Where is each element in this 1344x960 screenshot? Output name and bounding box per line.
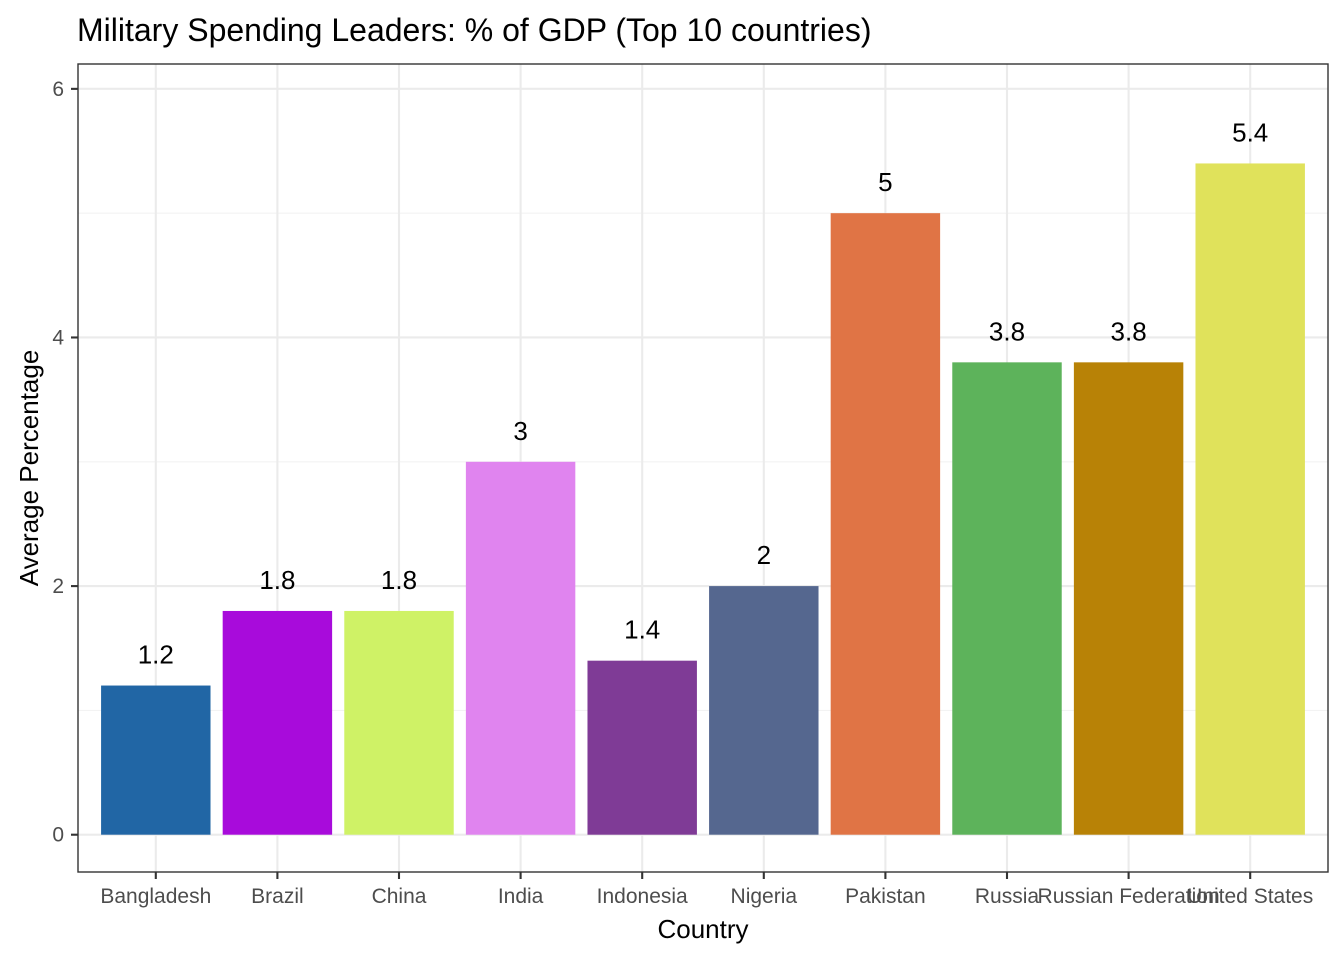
bar-united-states [1195, 163, 1305, 835]
x-tick-label: China [372, 885, 427, 908]
bar-pakistan [830, 213, 941, 835]
x-tick-label: Nigeria [731, 885, 798, 908]
y-tick-label: 0 [52, 824, 64, 847]
bar-bangladesh [101, 685, 211, 835]
data-label: 2 [757, 540, 771, 570]
bar-brazil [222, 610, 333, 835]
y-tick-label: 6 [52, 78, 64, 101]
bar-russian-federation [1073, 362, 1184, 835]
bars [101, 163, 1305, 835]
bar-india [465, 461, 576, 835]
data-label: 3 [513, 416, 527, 446]
x-tick-label: Bangladesh [100, 885, 211, 908]
data-label: 1.8 [381, 565, 417, 595]
data-label: 5 [878, 167, 892, 197]
y-tick-label: 4 [52, 326, 64, 349]
x-tick-label: Indonesia [597, 885, 688, 908]
bar-indonesia [587, 660, 697, 835]
plot-panel: 1.2 1.8 1.8 3 1.4 2 5 3.8 3.8 5.4 [77, 63, 1329, 873]
data-label: 5.4 [1232, 117, 1268, 147]
x-axis-title: Country [657, 914, 748, 944]
data-label: 1.4 [624, 615, 660, 645]
data-label: 1.8 [259, 565, 295, 595]
x-tick-label: Brazil [251, 885, 304, 908]
data-label: 3.8 [1111, 316, 1147, 346]
x-axis: Bangladesh Brazil China India Indonesia Niger… [100, 872, 1313, 908]
bar-nigeria [709, 586, 819, 835]
x-tick-label: United States [1187, 885, 1313, 908]
data-labels: 1.2 1.8 1.8 3 1.4 2 5 3.8 3.8 5.4 [138, 117, 1269, 669]
data-label: 1.2 [138, 640, 174, 670]
x-tick-label: India [498, 885, 544, 908]
bar-china [344, 610, 454, 835]
bar-russia [952, 362, 1062, 835]
x-tick-label: Russian Federation [1038, 885, 1220, 908]
data-label: 3.8 [989, 316, 1025, 346]
chart-title: Military Spending Leaders: % of GDP (Top… [77, 12, 871, 48]
x-tick-label: Russia [975, 885, 1040, 908]
x-tick-label: Pakistan [845, 885, 926, 908]
y-axis-title: Average Percentage [14, 350, 44, 587]
y-tick-label: 2 [52, 575, 64, 598]
y-axis: 0 2 4 6 [52, 78, 78, 847]
panel-border [77, 63, 1329, 873]
